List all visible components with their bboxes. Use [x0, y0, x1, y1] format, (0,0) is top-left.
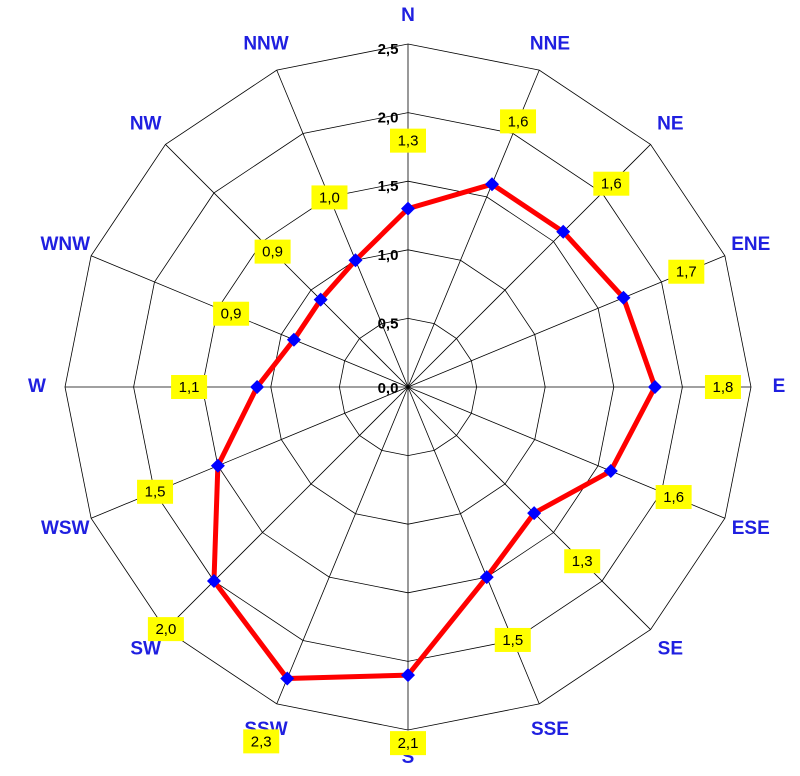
category-label: NNE [530, 33, 570, 54]
marker [479, 570, 494, 585]
value-label-box [390, 731, 426, 756]
marker [401, 201, 415, 216]
marker [286, 332, 301, 347]
category-label: ENE [731, 234, 770, 255]
value-label-box [500, 109, 537, 134]
marker [556, 224, 571, 239]
marker [206, 574, 221, 589]
value-label-box [243, 729, 280, 754]
value-label: 1,3 [572, 553, 593, 570]
category-label: SW [130, 638, 161, 659]
category-label: E [773, 376, 786, 397]
marker [485, 177, 500, 192]
spoke [165, 386, 409, 630]
value-label-box [668, 259, 705, 284]
r-tick-label: 0,0 [378, 380, 399, 397]
r-tick-label: 2,5 [378, 41, 399, 58]
r-tick-label: 0,5 [378, 315, 399, 332]
category-label: NW [130, 114, 162, 135]
r-tick-label: 1,5 [378, 178, 399, 195]
value-label: 1,6 [601, 176, 622, 193]
labels: NNNENEENEEESESESSESSSWSWWSWWWNWNWNNW0,00… [28, 5, 785, 768]
value-label-box [704, 375, 741, 399]
marker [527, 506, 542, 521]
value-label-box [494, 627, 531, 652]
value-label-box [311, 185, 348, 210]
value-label-box [564, 549, 601, 574]
value-label: 1,3 [398, 133, 419, 150]
value-label: 2,1 [398, 735, 419, 752]
spoke [165, 144, 409, 388]
spoke [90, 255, 409, 388]
category-label: WNW [40, 234, 90, 255]
value-label: 1,5 [145, 484, 166, 501]
marker [616, 290, 631, 305]
category-label: WSW [41, 518, 90, 539]
category-label: SSE [531, 719, 569, 740]
marker [603, 464, 618, 479]
category-label: W [28, 376, 46, 397]
value-label: 1,6 [663, 489, 684, 506]
value-label: 0,9 [262, 244, 283, 261]
marker [401, 668, 415, 683]
value-label-box [390, 128, 426, 153]
spoke [407, 386, 651, 630]
marker [647, 380, 662, 394]
value-label-box [593, 171, 630, 196]
series [206, 177, 662, 686]
category-label: NE [657, 114, 683, 135]
value-label-box [137, 479, 174, 504]
marker [210, 458, 225, 473]
category-label: SE [658, 638, 683, 659]
value-label-box [254, 239, 291, 264]
value-label: 1,7 [676, 264, 697, 281]
value-label: 1,8 [713, 379, 734, 396]
value-label: 1,0 [319, 189, 340, 206]
value-label: 0,9 [221, 306, 242, 323]
marker [280, 671, 295, 686]
value-label-box [655, 485, 692, 510]
value-label-box [213, 301, 250, 326]
marker [348, 253, 363, 268]
value-label-box [171, 375, 208, 399]
value-label: 2,3 [251, 733, 272, 750]
value-label: 1,5 [502, 632, 523, 649]
category-label: ESE [732, 518, 770, 539]
value-label: 1,6 [508, 113, 529, 130]
value-label-box [147, 617, 184, 642]
category-label: N [401, 5, 415, 26]
r-tick-label: 1,0 [378, 247, 399, 264]
r-tick-label: 2,0 [378, 110, 399, 127]
spoke [276, 386, 409, 705]
marker [250, 380, 265, 394]
value-label: 1,1 [179, 379, 200, 396]
value-label: 2,0 [155, 621, 176, 638]
spoke [407, 386, 540, 705]
marker [313, 292, 328, 307]
spoke [276, 69, 409, 388]
category-label: NNW [243, 33, 288, 54]
